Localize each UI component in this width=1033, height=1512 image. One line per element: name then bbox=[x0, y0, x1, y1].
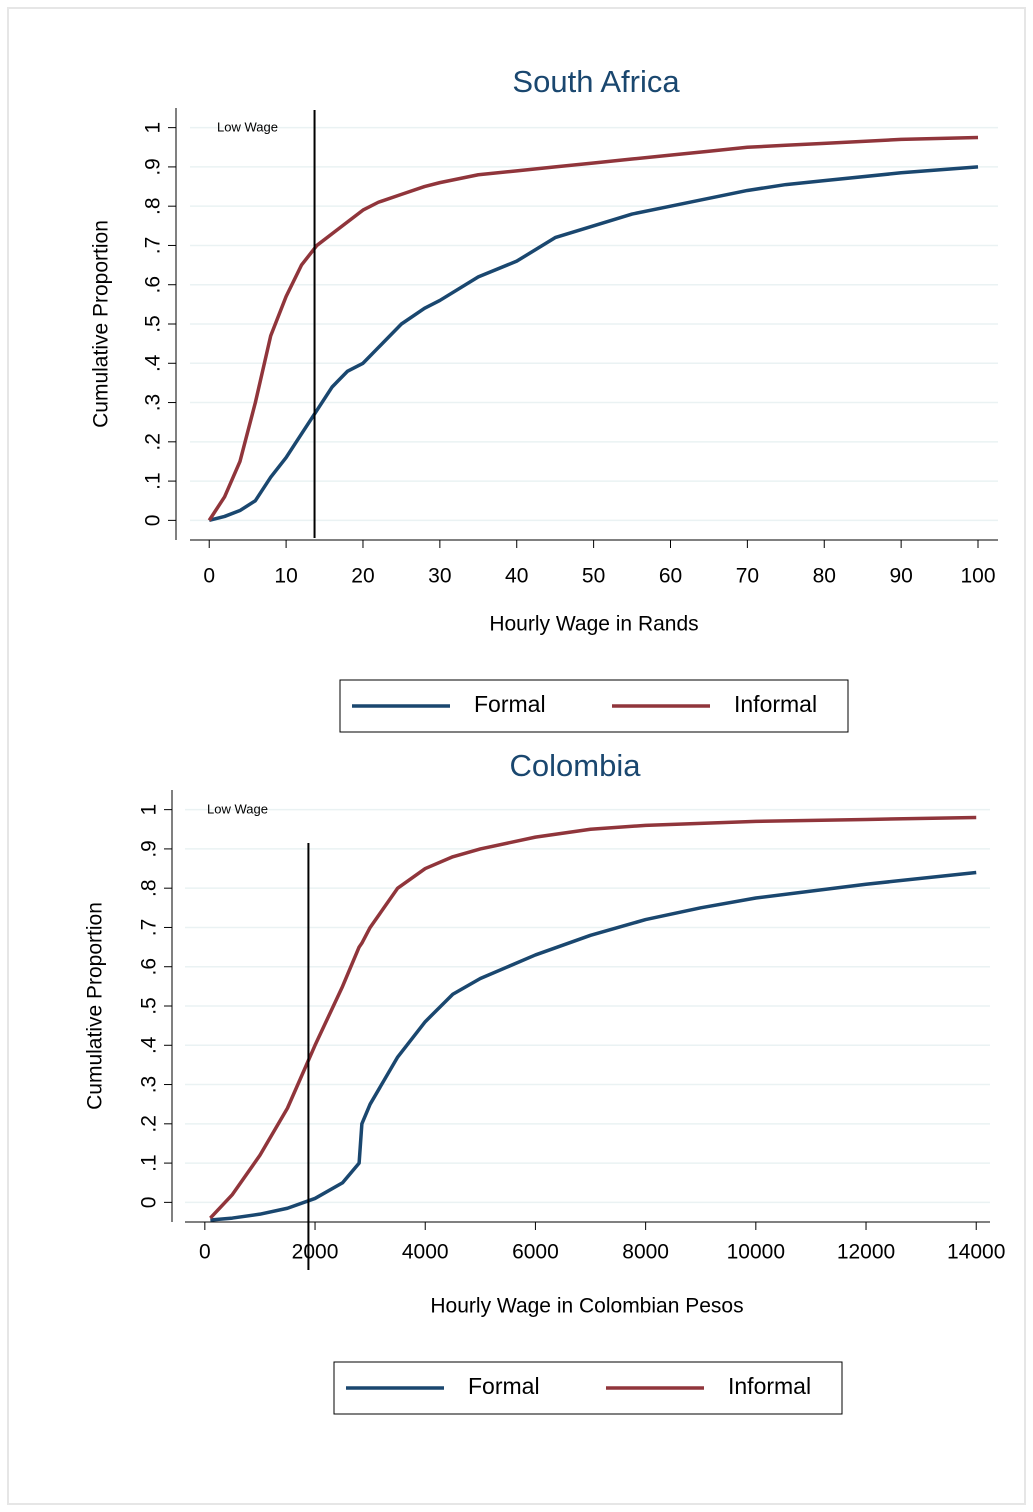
x-tick-label: 60 bbox=[659, 565, 682, 588]
y-tick-label: 1 bbox=[142, 122, 165, 134]
series-line bbox=[210, 870, 977, 1222]
y-tick-label: 0 bbox=[142, 515, 165, 527]
x-tick-label: 50 bbox=[582, 565, 605, 588]
y-tick-label: .6 bbox=[138, 958, 161, 976]
y-tick-label: .3 bbox=[138, 1076, 161, 1094]
y-tick-label: .1 bbox=[142, 472, 165, 490]
x-axis-title: Hourly Wage in Colombian Pesos bbox=[430, 1295, 743, 1318]
y-tick-label: .3 bbox=[142, 394, 165, 412]
annotation: Low Wage bbox=[207, 801, 268, 816]
y-tick-label: .7 bbox=[138, 919, 161, 937]
legend-label: Formal bbox=[468, 1373, 540, 1399]
x-tick-label: 10 bbox=[274, 565, 297, 588]
y-tick-label: .2 bbox=[142, 433, 165, 451]
x-axis-title: Hourly Wage in Rands bbox=[489, 613, 698, 636]
y-tick-label: .5 bbox=[138, 997, 161, 1015]
y-tick-label: .8 bbox=[138, 879, 161, 897]
y-tick-label: .4 bbox=[138, 1036, 161, 1054]
x-tick-label: 8000 bbox=[622, 1241, 669, 1264]
series-line bbox=[209, 815, 977, 1220]
x-tick-label: 4000 bbox=[402, 1241, 449, 1264]
x-tick-label: 6000 bbox=[512, 1241, 559, 1264]
x-tick-label: 12000 bbox=[837, 1241, 895, 1264]
x-tick-label: 0 bbox=[199, 1241, 211, 1264]
y-tick-label: 0 bbox=[138, 1197, 161, 1209]
legend-label: Informal bbox=[734, 691, 817, 717]
annotation: Low Wage bbox=[217, 119, 278, 134]
y-tick-label: .7 bbox=[142, 237, 165, 255]
y-tick-label: .9 bbox=[138, 840, 161, 858]
y-tick-label: .2 bbox=[138, 1115, 161, 1133]
x-tick-label: 30 bbox=[428, 565, 451, 588]
x-tick-label: 2000 bbox=[292, 1241, 339, 1264]
x-tick-label: 20 bbox=[351, 565, 374, 588]
chart-title: Colombia bbox=[510, 748, 642, 783]
x-tick-label: 0 bbox=[203, 565, 215, 588]
chart-title: South Africa bbox=[512, 64, 680, 99]
x-tick-label: 90 bbox=[889, 565, 912, 588]
y-tick-label: .4 bbox=[142, 354, 165, 372]
y-axis-title: Cumulative Proportion bbox=[84, 902, 107, 1110]
y-tick-label: .8 bbox=[142, 197, 165, 215]
x-tick-label: 14000 bbox=[947, 1241, 1005, 1264]
y-tick-label: .9 bbox=[142, 158, 165, 176]
x-tick-label: 70 bbox=[736, 565, 759, 588]
page-frame bbox=[7, 7, 1026, 1505]
y-axis-title: Cumulative Proportion bbox=[90, 220, 113, 428]
legend-label: Informal bbox=[728, 1373, 811, 1399]
y-tick-label: 1 bbox=[138, 804, 161, 816]
y-tick-label: .5 bbox=[142, 315, 165, 333]
series-line bbox=[208, 165, 979, 523]
y-tick-label: .1 bbox=[138, 1154, 161, 1172]
legend-label: Formal bbox=[474, 691, 546, 717]
x-tick-label: 10000 bbox=[727, 1241, 785, 1264]
x-tick-label: 100 bbox=[960, 565, 995, 588]
x-tick-label: 40 bbox=[505, 565, 528, 588]
series-line bbox=[207, 135, 979, 522]
y-tick-label: .6 bbox=[142, 276, 165, 294]
x-tick-label: 80 bbox=[813, 565, 836, 588]
